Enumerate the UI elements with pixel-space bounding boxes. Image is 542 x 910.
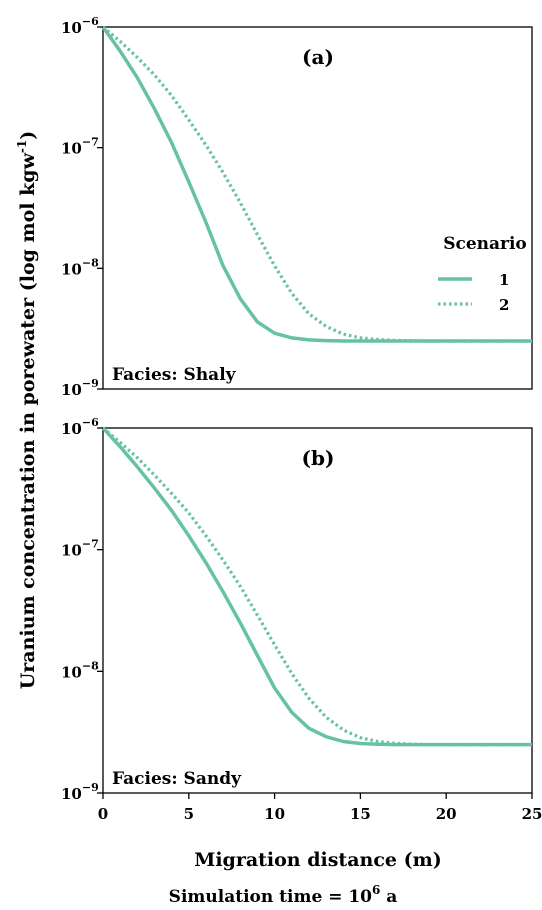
x-tick-label: 0	[98, 805, 108, 823]
y-tick-label: 10−7	[61, 538, 99, 560]
legend-title: Scenario	[443, 234, 527, 254]
y-tick-label: 10−8	[61, 659, 99, 681]
panel-b-x-ticks: 0 5 10 15 20 25	[98, 793, 542, 823]
panel-b-series	[101, 426, 532, 747]
series-line-2-panel-b	[101, 426, 532, 747]
panel-b-y-ticks: 10−6 10−7 10−8 10−9	[61, 416, 103, 803]
y-axis-title-text: Uranium concentration in porewater (log …	[17, 152, 39, 689]
series-line-1-panel-a	[101, 25, 532, 343]
x-tick-label: 25	[522, 805, 542, 823]
legend-entry-2: 2	[499, 296, 509, 314]
x-tick-label: 5	[184, 805, 194, 823]
y-tick-label: 10−9	[61, 377, 99, 399]
legend-entry-1: 1	[499, 271, 509, 289]
y-tick-label: 10−9	[61, 781, 99, 803]
y-tick-label: 10−6	[61, 416, 99, 438]
y-axis-title-tail: )	[17, 131, 39, 140]
y-tick-label: 10−7	[61, 136, 99, 158]
y-axis-title-sup: -1	[15, 140, 29, 153]
panel-a-frame	[102, 26, 533, 390]
panel-a-y-ticks: 10−6 10−7 10−8 10−9	[61, 15, 103, 399]
panel-a-label: (a)	[302, 45, 334, 69]
panel-a-facies-label: Facies: Shaly	[112, 365, 237, 385]
panel-b-label: (b)	[302, 446, 335, 470]
x-tick-label: 20	[436, 805, 457, 823]
panel-b-frame	[102, 427, 533, 794]
y-axis-title: Uranium concentration in porewater (log …	[15, 131, 39, 690]
caption-sup: 6	[372, 883, 380, 897]
y-tick-label: 10−6	[61, 15, 99, 37]
caption-tail: a	[380, 887, 397, 907]
panel-a-series	[101, 25, 532, 343]
series-line-1-panel-b	[101, 426, 532, 747]
caption-text: Simulation time = 10	[169, 887, 373, 907]
x-tick-label: 15	[350, 805, 371, 823]
legend: Scenario 1 2	[438, 234, 527, 314]
x-tick-label: 10	[264, 805, 285, 823]
series-line-2-panel-a	[101, 25, 532, 343]
x-axis-title: Migration distance (m)	[194, 849, 441, 871]
panel-b-facies-label: Facies: Sandy	[112, 769, 242, 789]
y-tick-label: 10−8	[61, 256, 99, 278]
caption: Simulation time = 106 a	[169, 883, 398, 907]
panel-a: 10−6 10−7 10−8 10−9 (a) Facies: Shaly Scena…	[61, 15, 533, 399]
panel-b: 10−6 10−7 10−8 10−9 0 5 10 15 20 25 (b) Facies: …	[61, 416, 542, 823]
